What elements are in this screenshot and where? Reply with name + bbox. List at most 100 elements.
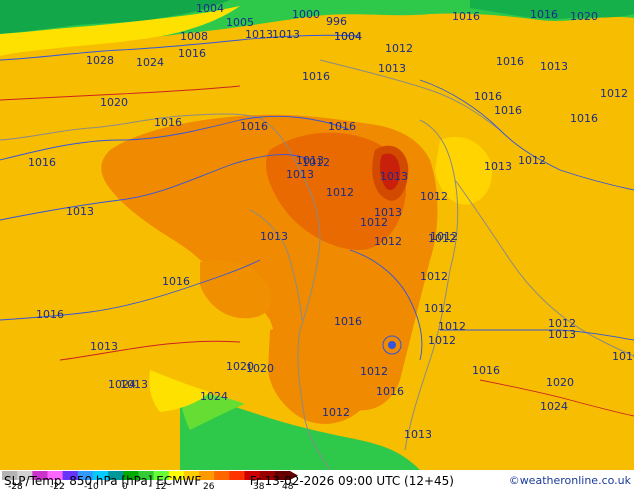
isobar-label: 1016	[36, 308, 64, 321]
legend-swatch	[199, 471, 215, 480]
isobar-label: 1013	[540, 60, 568, 73]
legend-tick: 26	[203, 482, 215, 492]
credit-link[interactable]: ©weatheronline.co.uk	[508, 474, 631, 487]
isobar-label: 1012	[420, 270, 448, 283]
isobar-label: 1012	[360, 216, 388, 229]
low-pressure-center	[382, 335, 402, 355]
legend-swatch	[17, 471, 33, 480]
isobar-label: 1013	[548, 328, 576, 341]
coastlines	[0, 59, 634, 470]
isobar-label: 1024	[108, 378, 136, 391]
legend-swatch	[92, 471, 109, 480]
isobar-label: 1020	[226, 360, 254, 373]
map-timestamp: Fr 13-02-2026 09:00 UTC (12+45)	[249, 474, 454, 488]
isobar-label: 1012	[518, 154, 546, 167]
legend-arrow	[290, 471, 298, 480]
hot-zone-south	[268, 325, 375, 424]
isobar-label: 1016	[376, 385, 404, 398]
isobar-label: 996	[326, 15, 347, 28]
isobar-label: 1012	[424, 302, 452, 315]
legend-swatch	[153, 471, 170, 480]
legend-swatch	[123, 471, 139, 480]
legend-swatch	[168, 471, 185, 480]
isobar-label: 1012	[428, 232, 456, 245]
isobars-blue	[0, 34, 634, 361]
isobar-label: 1016	[570, 112, 598, 125]
isobar-label: 1008	[180, 30, 208, 43]
isobar-label: 1016	[452, 10, 480, 23]
isobar-label: 1013	[245, 28, 273, 41]
legend-tick: 48	[282, 482, 294, 492]
isobar-label: 1004	[334, 30, 362, 43]
legend-swatch	[214, 471, 230, 480]
legend-tick: 12	[155, 482, 167, 492]
legend-swatch	[32, 471, 48, 480]
legend-swatch	[229, 471, 246, 480]
isobar-label: 1028	[86, 54, 114, 67]
isobar-label: 1013	[378, 62, 406, 75]
legend-tick: -28	[8, 482, 23, 492]
very-hot-zone	[265, 132, 406, 250]
hot-zone-west	[200, 260, 272, 319]
isobar-label: 1012	[374, 235, 402, 248]
isobar-label: 1012	[322, 406, 350, 419]
isobar-label: 1016	[328, 120, 356, 133]
isobar-label: 1020	[246, 362, 274, 375]
isobar-label: 1016	[530, 8, 558, 21]
isobar-label: 1013	[286, 168, 314, 181]
isobar-label: 1012	[360, 365, 388, 378]
legend-tick: -10	[84, 482, 99, 492]
legend-swatches	[2, 471, 298, 480]
isobar-label: 1016	[302, 70, 330, 83]
isobar-label: 1016	[154, 116, 182, 129]
legend-tick: -22	[50, 482, 65, 492]
south-yellow-band	[149, 370, 210, 412]
legend-swatch	[2, 471, 18, 480]
isobar-label: 1020	[546, 376, 574, 389]
isobar-label: 1013	[90, 340, 118, 353]
isobar-label: 1024	[200, 390, 228, 403]
isobar-label: 1016	[334, 315, 362, 328]
legend-swatch	[62, 471, 79, 480]
isobar-label: 1012	[428, 334, 456, 347]
north-dark-green-zone	[0, 0, 230, 34]
isobar-label: 1012	[600, 87, 628, 100]
isobar-label: 1013	[404, 428, 432, 441]
isobar-label: 1013	[484, 160, 512, 173]
hot-core-red	[379, 153, 400, 191]
isobar-label: 1012	[302, 156, 330, 169]
isobar-label: 1016	[612, 350, 634, 363]
isobar-label: 1013	[380, 170, 408, 183]
east-yellow-zone	[435, 136, 492, 205]
isobar-label: 1012	[548, 317, 576, 330]
north-east-green-zone	[470, 0, 634, 20]
isobar-label: 1012	[420, 190, 448, 203]
isobar-label: 1013	[296, 154, 324, 167]
map-title: SLP/Temp. 850 hPa [hPa] ECMWF	[4, 474, 202, 488]
legend-swatch	[259, 471, 276, 480]
isobar-label: 1016	[494, 104, 522, 117]
legend-swatch	[244, 471, 261, 480]
isobar-label: 1004	[196, 2, 224, 15]
isobar-label: 1024	[136, 56, 164, 69]
south-green-zone	[180, 390, 420, 470]
isobar-label: 1005	[226, 16, 254, 29]
isobar-label: 1016	[496, 55, 524, 68]
isobar-label: 1013	[374, 206, 402, 219]
isobar-label: 1000	[292, 8, 320, 21]
isobar-label: 1016	[28, 156, 56, 169]
isobar-label: 1016	[178, 47, 206, 60]
legend-swatch	[77, 471, 94, 480]
isobar-label: 1013	[260, 230, 288, 243]
isobar-label: 1013	[120, 378, 148, 391]
north-yellow-strip	[0, 6, 240, 56]
legend-swatch	[183, 471, 200, 480]
isobar-label: 1016	[240, 120, 268, 133]
isobar-label: 1012	[385, 42, 413, 55]
isobar-label: 1024	[540, 400, 568, 413]
isobar-label: 1013	[272, 28, 300, 41]
isobars-red	[0, 85, 634, 417]
legend-tick-labels: -28 -22 -10 0 12 26 38 48	[0, 482, 300, 492]
